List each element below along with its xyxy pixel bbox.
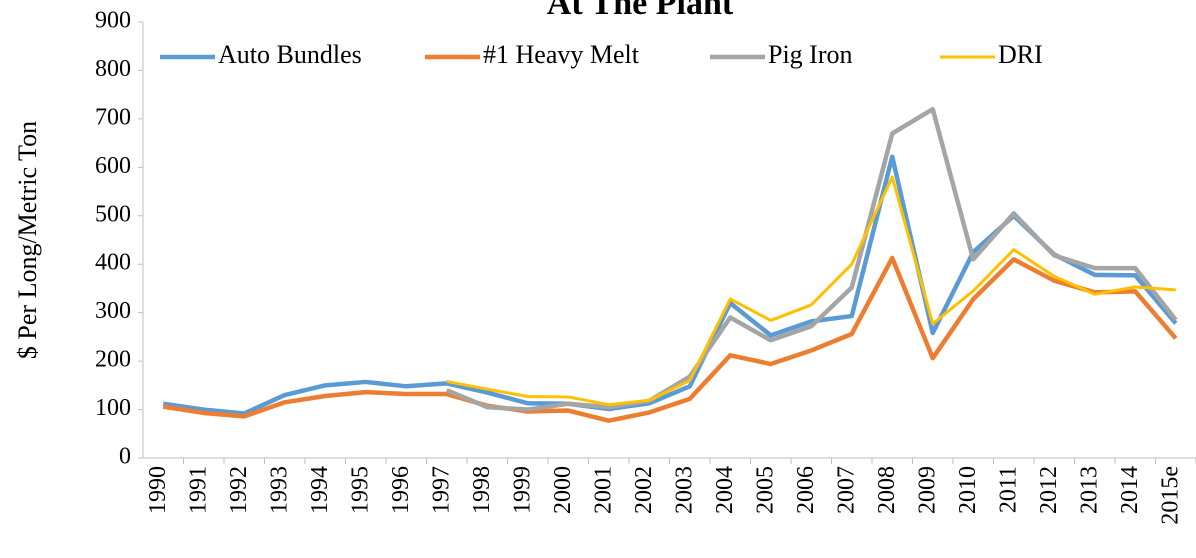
x-tick-label: 2013 bbox=[1076, 466, 1102, 514]
x-tick-label: 2010 bbox=[955, 466, 981, 514]
y-tick-label: 300 bbox=[95, 298, 131, 324]
x-tick-label: 2002 bbox=[631, 466, 657, 514]
x-tick-label: 2005 bbox=[752, 466, 778, 514]
x-tick-label: 1994 bbox=[307, 466, 333, 514]
y-tick-label: 800 bbox=[95, 56, 131, 82]
y-tick-label: 200 bbox=[95, 347, 131, 373]
x-tick-label: 1997 bbox=[428, 466, 454, 514]
legend-label: DRI bbox=[998, 40, 1043, 69]
y-tick-label: 700 bbox=[95, 104, 131, 130]
x-tick-label: 2007 bbox=[833, 466, 859, 514]
x-tick-label: 1992 bbox=[226, 466, 252, 514]
x-tick-label: 2009 bbox=[914, 466, 940, 514]
y-tick-label: 500 bbox=[95, 201, 131, 227]
x-tick-label: 1993 bbox=[266, 466, 292, 514]
chart-title: At The Plant bbox=[547, 0, 734, 22]
y-tick-label: 100 bbox=[95, 395, 131, 421]
x-tick-label: 2011 bbox=[995, 466, 1021, 513]
x-tick-label: 2014 bbox=[1117, 466, 1143, 514]
x-tick-label: 2000 bbox=[550, 466, 576, 514]
series-line bbox=[446, 175, 1176, 407]
x-tick-label: 2003 bbox=[671, 466, 697, 514]
y-tick-label: 600 bbox=[95, 153, 131, 179]
x-tick-label: 2006 bbox=[793, 466, 819, 514]
x-tick-label: 1990 bbox=[145, 466, 171, 514]
series-line bbox=[162, 154, 1178, 416]
x-tick-label: 1991 bbox=[185, 466, 211, 514]
series-line bbox=[445, 106, 1178, 412]
y-tick-label: 400 bbox=[95, 250, 131, 276]
x-tick-label: 1999 bbox=[509, 466, 535, 514]
y-tick-label: 900 bbox=[95, 8, 131, 34]
x-tick-label: 2004 bbox=[712, 466, 738, 514]
x-tick-label: 2012 bbox=[1036, 466, 1062, 514]
legend-label: Pig Iron bbox=[768, 40, 853, 69]
x-tick-label: 2001 bbox=[590, 466, 616, 514]
legend-label: Auto Bundles bbox=[218, 40, 362, 69]
x-tick-label: 2015e bbox=[1157, 466, 1183, 525]
legend-label: #1 Heavy Melt bbox=[483, 40, 640, 69]
x-tick-label: 1995 bbox=[347, 466, 373, 514]
series-line bbox=[162, 255, 1178, 423]
x-tick-label: 1998 bbox=[469, 466, 495, 514]
x-tick-label: 2008 bbox=[874, 466, 900, 514]
y-axis-label: $ Per Long/Metric Ton bbox=[13, 121, 42, 359]
y-tick-label: 0 bbox=[119, 444, 131, 470]
x-tick-label: 1996 bbox=[388, 466, 414, 514]
